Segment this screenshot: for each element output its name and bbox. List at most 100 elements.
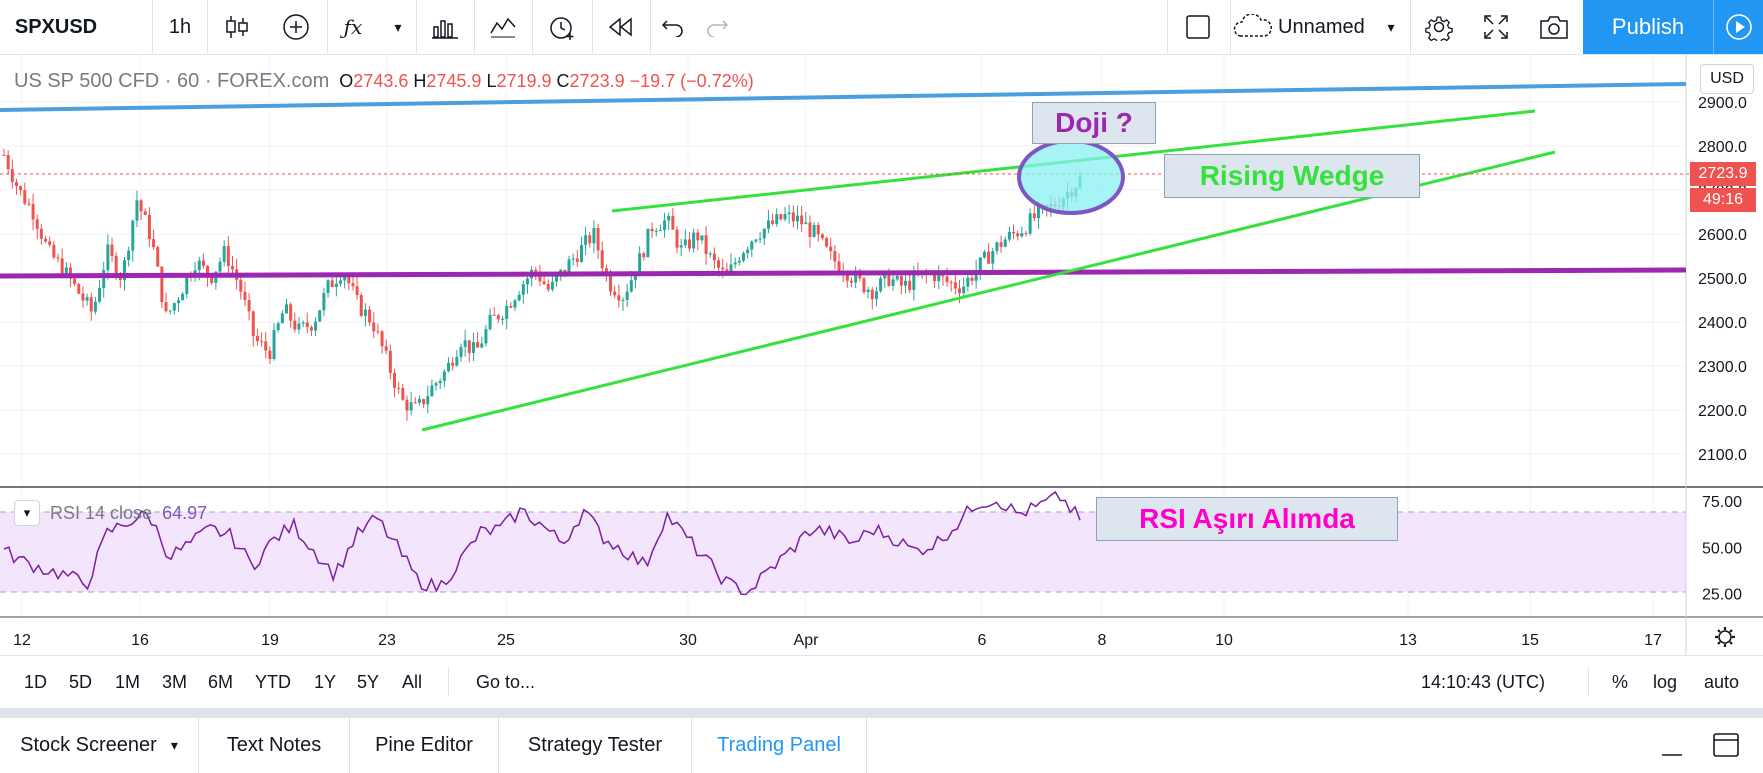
candle-body	[609, 274, 613, 292]
rsi-line	[3, 490, 1081, 596]
time-tick-label: 16	[131, 632, 149, 649]
tab-pine-editor[interactable]: Pine Editor	[350, 718, 499, 773]
price-tick-label: 2900.0	[1698, 95, 1747, 112]
candle-body	[434, 383, 438, 386]
auto-scale-toggle[interactable]: auto	[1704, 671, 1740, 692]
publish-button[interactable]: Publish	[1583, 0, 1713, 54]
range-1m[interactable]: 1M	[115, 671, 141, 692]
candle-body	[588, 235, 592, 244]
range-5y[interactable]: 5Y	[357, 671, 380, 692]
candle-body	[355, 286, 359, 296]
tab-text-notes[interactable]: Text Notes	[199, 718, 350, 773]
candle-body	[380, 331, 384, 347]
tab-strategy-tester[interactable]: Strategy Tester	[499, 718, 692, 773]
last-price-tag: 2723.9	[1690, 162, 1756, 186]
alert-clock-icon[interactable]	[533, 0, 591, 54]
redo-icon[interactable]	[697, 0, 737, 54]
tab-trading-panel[interactable]: Trading Panel	[692, 718, 867, 773]
indicators-chevron-down-icon[interactable]: ▾	[394, 18, 402, 35]
panel-divider[interactable]	[0, 708, 1763, 718]
rising-wedge-annotation[interactable]: Rising Wedge	[1164, 154, 1420, 198]
support-horizontal-line[interactable]	[0, 267, 1687, 279]
legend-change: −19.7 (−0.72%)	[629, 71, 754, 91]
candle-body	[501, 318, 505, 320]
expand-icon[interactable]	[1468, 0, 1524, 54]
candle-body	[816, 224, 820, 235]
candle-body	[23, 190, 27, 204]
doji-highlight-ellipse[interactable]	[1017, 139, 1125, 215]
candle-body	[372, 322, 376, 332]
candle-body	[874, 291, 878, 300]
templates-icon[interactable]	[475, 0, 531, 54]
candle-body	[754, 239, 758, 242]
candle-body	[343, 275, 347, 281]
indicators-fx-icon[interactable]: ƒx	[343, 15, 363, 39]
rsi-overbought-annotation[interactable]: RSI Aşırı Alımda	[1096, 497, 1398, 541]
log-scale-toggle[interactable]: log	[1653, 671, 1678, 692]
rsi-collapse-chevron-icon[interactable]: ▾	[14, 500, 40, 526]
price-chart[interactable]: 2900.02800.02700.02600.02500.02400.02300…	[0, 55, 1763, 655]
layout-name-label[interactable]: Unnamed	[1278, 15, 1365, 38]
candle-body	[791, 212, 795, 222]
undo-icon[interactable]	[651, 0, 695, 54]
candle-body	[322, 293, 326, 311]
candle-body	[480, 343, 484, 348]
time-tick-label: 23	[378, 632, 396, 649]
candle-body	[812, 224, 816, 237]
candle-body	[1028, 213, 1032, 234]
candle-body	[629, 280, 633, 292]
range-1d[interactable]: 1D	[24, 671, 48, 692]
range-ytd[interactable]: YTD	[255, 671, 291, 692]
play-circle-icon[interactable]	[1713, 0, 1763, 54]
candle-body	[496, 315, 500, 320]
candle-body	[239, 279, 243, 292]
candle-body	[604, 268, 608, 275]
replay-rewind-icon[interactable]	[593, 0, 649, 54]
settings-gear-icon[interactable]	[1411, 0, 1467, 54]
resistance-trendline[interactable]	[0, 82, 1687, 112]
minimize-panel-icon[interactable]	[1660, 738, 1684, 763]
chart-legend: US SP 500 CFD · 60 · FOREX.com O2743.6 H…	[14, 70, 754, 93]
wedge-lower-trendline[interactable]	[421, 150, 1556, 432]
candle-body	[172, 303, 176, 311]
candle-body	[488, 314, 492, 330]
price-tick-label: 2500.0	[1698, 271, 1747, 288]
candle-body	[127, 250, 131, 261]
symbol-search-button[interactable]: SPXUSD	[14, 15, 98, 38]
candle-body	[201, 260, 205, 266]
interval-button[interactable]: 1h	[168, 15, 192, 38]
candle-body	[870, 289, 874, 300]
range-3m[interactable]: 3M	[162, 671, 188, 692]
currency-badge[interactable]: USD	[1700, 64, 1754, 94]
time-tick-label: Apr	[794, 632, 820, 649]
tab-stock-screener[interactable]: Stock Screener ▾	[0, 718, 199, 773]
camera-snapshot-icon[interactable]	[1526, 0, 1582, 54]
time-tick-label: 17	[1644, 632, 1662, 649]
goto-button[interactable]: Go to...	[476, 671, 536, 692]
range-1y[interactable]: 1Y	[314, 671, 337, 692]
layout-chevron-down-icon[interactable]: ▾	[1387, 18, 1395, 35]
candle-body	[376, 331, 380, 333]
utc-clock[interactable]: 14:10:43 (UTC)	[1421, 671, 1546, 692]
fullscreen-square-icon[interactable]	[1168, 0, 1228, 54]
screener-chevron-down-icon[interactable]: ▾	[170, 737, 178, 753]
range-5d[interactable]: 5D	[69, 671, 93, 692]
candle-body	[579, 244, 583, 262]
percent-scale-toggle[interactable]: %	[1612, 671, 1629, 692]
candle-body	[397, 387, 401, 389]
candles-style-icon[interactable]	[208, 0, 266, 54]
financials-bar-icon[interactable]	[417, 0, 473, 54]
maximize-panel-icon[interactable]	[1712, 732, 1740, 763]
candle-body	[771, 220, 775, 224]
compare-add-icon[interactable]	[268, 0, 324, 54]
candle-body	[455, 356, 459, 366]
range-all[interactable]: All	[402, 671, 423, 692]
time-axis-settings-gear-icon[interactable]	[1715, 627, 1735, 647]
doji-annotation[interactable]: Doji ?	[1032, 102, 1156, 144]
range-6m[interactable]: 6M	[208, 671, 234, 692]
candle-body	[999, 242, 1003, 247]
candle-body	[164, 302, 168, 312]
rsi-label[interactable]: RSI 14 close	[50, 502, 153, 523]
legend-title[interactable]: US SP 500 CFD · 60 · FOREX.com	[14, 70, 330, 92]
price-tick-label: 2800.0	[1698, 139, 1747, 156]
